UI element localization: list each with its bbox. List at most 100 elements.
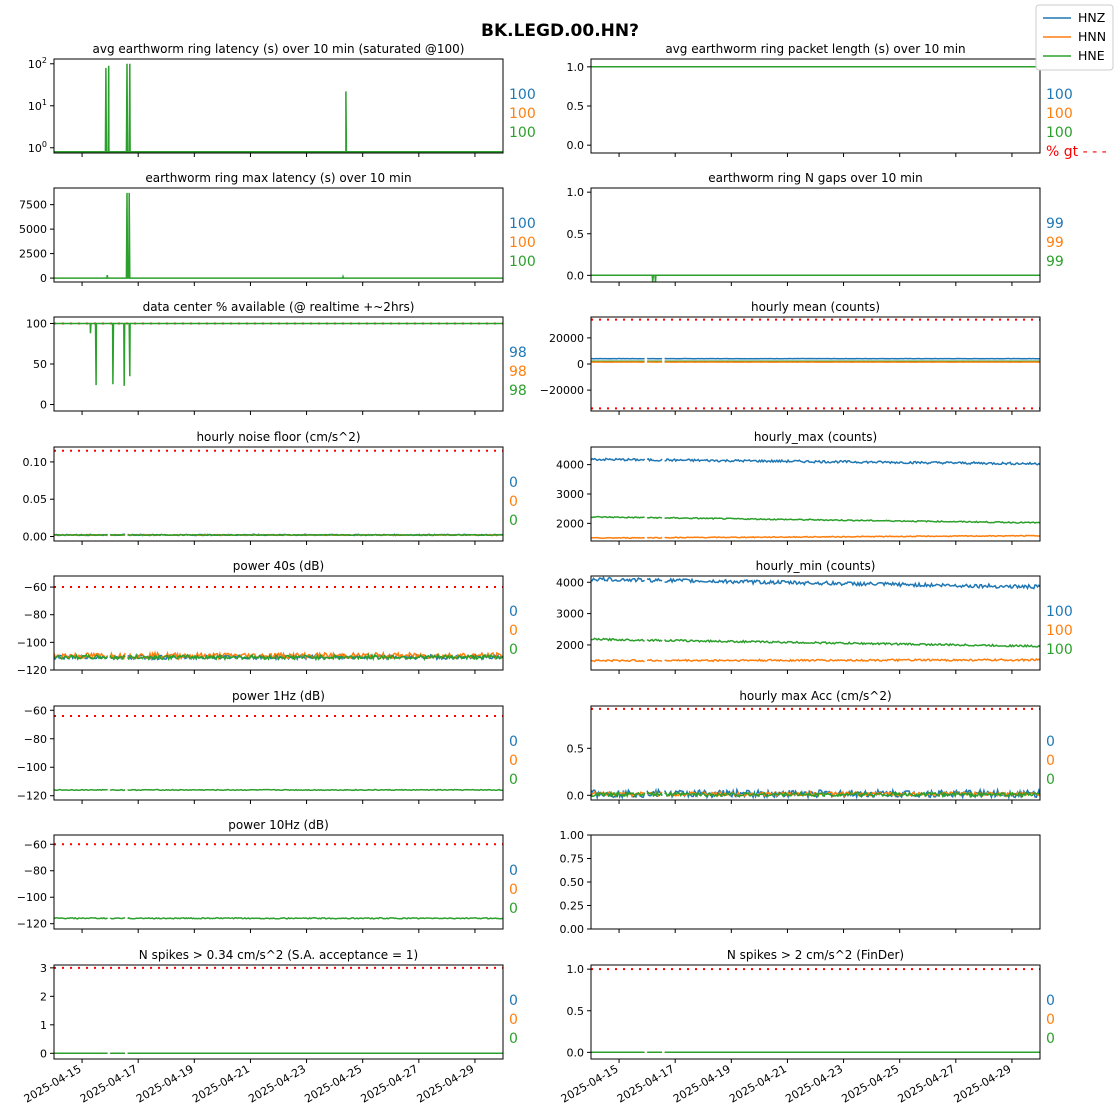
series-hnz <box>590 457 1041 466</box>
x-tick-label: 2025-04-17 <box>78 1062 140 1105</box>
x-tick-label: 2025-04-17 <box>615 1062 677 1105</box>
percent-label-hnn: 100 <box>1046 106 1073 122</box>
y-tick-label: 0.5 <box>567 228 585 241</box>
y-tick-label: −120 <box>17 790 47 803</box>
x-tick-label: 2025-04-29 <box>415 1062 477 1105</box>
axes-frame <box>590 187 1041 283</box>
panel-title: N spikes > 0.34 cm/s^2 (S.A. acceptance … <box>139 948 418 962</box>
y-tick-label: 3000 <box>556 488 584 501</box>
percent-label-hnn: 98 <box>509 364 527 380</box>
x-tick-label: 2025-04-23 <box>246 1062 308 1105</box>
panel-title: avg earthworm ring packet length (s) ove… <box>665 42 965 56</box>
panel-title: power 40s (dB) <box>233 559 324 573</box>
percent-label-hnz: 0 <box>509 863 518 879</box>
axes-frame <box>590 705 1041 801</box>
axes-frame <box>590 964 1041 1060</box>
percent-label-hnn: 0 <box>509 882 518 898</box>
panel-title: hourly noise floor (cm/s^2) <box>196 430 360 444</box>
series-hne <box>54 322 503 386</box>
y-tick-label: −80 <box>24 609 47 622</box>
y-tick-label: 0.5 <box>567 1005 585 1018</box>
y-tick-label: −120 <box>17 664 47 677</box>
percent-label-hnn: 0 <box>509 494 518 510</box>
y-tick-label: −80 <box>24 733 47 746</box>
panel-title: earthworm ring max latency (s) over 10 m… <box>145 171 411 185</box>
percent-label-hnn: 100 <box>509 106 536 122</box>
y-tick-label: −60 <box>24 581 47 594</box>
percent-label-hnn: 0 <box>509 753 518 769</box>
percent-label-hnz: 0 <box>1046 993 1055 1009</box>
panel-spikes_2: N spikes > 2 cm/s^2 (FinDer) 0.0 0.5 1.0 202… <box>559 948 1055 1106</box>
percent-label-hne: 0 <box>509 901 518 917</box>
percent-label-hne: 100 <box>509 125 536 141</box>
percent-label-hnz: 100 <box>509 87 536 103</box>
y-tick-label: −20000 <box>540 384 584 397</box>
percent-label-hnz: 0 <box>509 993 518 1009</box>
percent-label-hnz: 0 <box>509 475 518 491</box>
y-tick-label: 1.0 <box>567 963 585 976</box>
axes-frame <box>53 834 504 930</box>
percent-label-hnn: 100 <box>509 235 536 251</box>
y-tick-label: 2500 <box>19 248 47 261</box>
panel-title: hourly mean (counts) <box>751 300 880 314</box>
y-tick-label: 0.0 <box>567 789 585 802</box>
axes-frame <box>53 964 504 1060</box>
percent-label-hnz: 100 <box>1046 604 1073 620</box>
y-tick-label: 4000 <box>556 459 584 472</box>
axes-frame <box>53 187 504 283</box>
x-tick-label: 2025-04-21 <box>727 1062 789 1105</box>
series-hne <box>54 192 503 279</box>
series-hnn <box>590 657 1041 663</box>
series-hne <box>591 637 1041 648</box>
y-tick-label: 0.05 <box>23 493 48 506</box>
y-tick-label: 50 <box>33 358 47 371</box>
percent-label-hne: 0 <box>509 513 518 529</box>
panel-max_latency: earthworm ring max latency (s) over 10 m… <box>19 171 536 286</box>
y-tick-label: −100 <box>17 636 47 649</box>
panel-hourly_max: hourly_max (counts) 2000 3000 4000 <box>556 430 1041 545</box>
percent-label-hnn: 0 <box>509 1012 518 1028</box>
y-tick-label: 3000 <box>556 608 584 621</box>
percent-label-hne: 0 <box>1046 772 1055 788</box>
x-tick-label: 2025-04-25 <box>839 1062 901 1105</box>
panel-title: avg earthworm ring latency (s) over 10 m… <box>93 42 465 56</box>
panel-title: power 1Hz (dB) <box>232 689 325 703</box>
axes-frame <box>590 58 1041 154</box>
y-tick-label: 0 <box>577 358 584 371</box>
panel-title: power 10Hz (dB) <box>228 818 329 832</box>
panel-power_1hz: power 1Hz (dB) −120 −100 −80 −60 0 0 0 <box>17 689 518 804</box>
y-tick-label: −100 <box>17 761 47 774</box>
panel-title: hourly_max (counts) <box>754 430 877 444</box>
panel-max_acc: hourly max Acc (cm/s^2) 0.0 0.5 0 0 0 <box>567 689 1055 804</box>
panel-ring_latency: avg earthworm ring latency (s) over 10 m… <box>28 42 536 157</box>
x-tick-label: 2025-04-27 <box>358 1062 420 1105</box>
y-tick-label: 1.0 <box>567 186 585 199</box>
y-tick-label: 0.75 <box>560 853 585 866</box>
x-tick-label: 2025-04-19 <box>134 1062 196 1105</box>
percent-label-hnn: 0 <box>1046 1012 1055 1028</box>
legend-box <box>1035 4 1114 71</box>
x-tick-label: 2025-04-27 <box>895 1062 957 1105</box>
legend: HNZ HNN HNE <box>1035 4 1114 71</box>
percent-label-hnz: 0 <box>509 734 518 750</box>
series-hne <box>591 274 1040 283</box>
percent-label-hnz: 99 <box>1046 216 1064 232</box>
y-tick-label: 3 <box>40 962 47 975</box>
y-tick-label: 0.50 <box>560 876 585 889</box>
panel-title: hourly max Acc (cm/s^2) <box>739 689 891 703</box>
percent-label-hne: 99 <box>1046 254 1064 270</box>
panel-empty: 0.00 0.25 0.50 0.75 1.00 <box>560 829 1041 936</box>
y-tick-label: 0 <box>40 1047 47 1060</box>
y-tick-label: 0 <box>40 272 47 285</box>
gt-label: % gt - - - <box>1046 144 1107 160</box>
panel-title: N spikes > 2 cm/s^2 (FinDer) <box>727 948 904 962</box>
panel-packet_length: avg earthworm ring packet length (s) ove… <box>567 42 1107 160</box>
series-hne <box>53 533 504 537</box>
series-hnz <box>590 576 1041 591</box>
y-tick-label: 1 <box>40 1019 47 1032</box>
y-tick-label: −60 <box>24 704 47 717</box>
axes-frame <box>590 834 1041 930</box>
x-tick-label: 2025-04-21 <box>190 1062 252 1105</box>
percent-label-hne: 100 <box>1046 642 1073 658</box>
percent-label-hnz: 100 <box>1046 87 1073 103</box>
